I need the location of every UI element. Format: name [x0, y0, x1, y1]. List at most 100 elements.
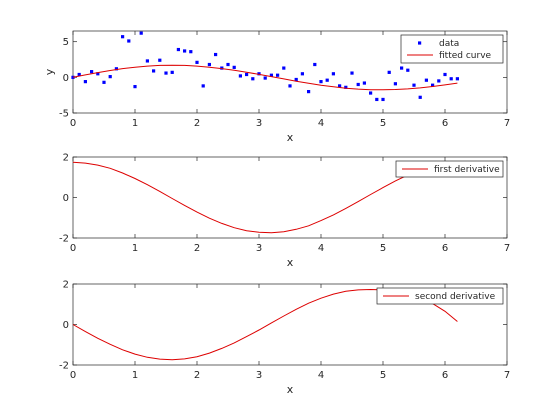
- chart1-series0-line: [72, 161, 458, 234]
- chart0-ytick-label-0: -5: [59, 109, 69, 120]
- chart0-series1-line: [72, 64, 458, 91]
- chart0-series0-point-16: [170, 70, 174, 74]
- chart0-xtick-label-2: 2: [194, 118, 200, 129]
- chart0-series0-point-9: [127, 39, 131, 43]
- chart0-legend-label-0: data: [439, 39, 459, 49]
- chart0-series0-point-37: [300, 72, 304, 76]
- chart0-series0-point-30: [257, 72, 261, 76]
- chart2-ytick-label-1: 0: [63, 320, 69, 331]
- chart0-series0-point-0: [71, 75, 75, 79]
- chart0-xtick-label-1: 1: [132, 118, 138, 129]
- chart2-legend-box: [376, 287, 504, 305]
- chart0-xtick-label-4: 4: [318, 118, 324, 129]
- chart0-legend-box: [400, 34, 504, 64]
- chart0-series0-point-49: [375, 97, 379, 102]
- chart0-series0-point-45: [350, 71, 354, 75]
- chart0-series0-point-11: [139, 31, 143, 35]
- chart0-series0-point-52: [393, 82, 397, 86]
- chart0-series0-point-40: [319, 80, 323, 84]
- chart1-ytick-label-1: 0: [63, 193, 69, 204]
- chart1-x-axis-label: x: [287, 256, 294, 269]
- chart0-series0-point-29: [251, 77, 255, 81]
- chart0-xtick-label-3: 3: [256, 118, 262, 129]
- chart1-legend-label-0: first derivative: [434, 165, 500, 175]
- chart0-series0-point-36: [294, 77, 298, 82]
- chart0-series0-point-38: [307, 90, 311, 94]
- chart0-legend-marker-0: [418, 41, 422, 45]
- chart0-series0-point-25: [226, 62, 230, 67]
- chart0-series0-point-7: [114, 67, 118, 71]
- chart1-ytick-label-2: 2: [63, 153, 69, 164]
- chart0-series0-point-22: [207, 62, 211, 67]
- chart0-series0-point-28: [245, 72, 249, 77]
- chart0-series0-point-15: [164, 71, 168, 75]
- chart0-xtick-label-6: 6: [442, 118, 448, 129]
- chart0-series0-point-58: [431, 83, 435, 87]
- chart1-xtick-label-6: 6: [442, 243, 448, 254]
- chart0-series0-point-14: [158, 58, 162, 62]
- chart0-series0-point-10: [133, 85, 137, 89]
- chart0-series0-point-2: [83, 80, 87, 84]
- chart0-series0-point-13: [152, 69, 156, 73]
- chart0-series0-point-19: [189, 50, 193, 54]
- chart0-series0-point-34: [282, 66, 286, 70]
- chart0-series0-point-54: [406, 68, 410, 72]
- chart1-xtick-label-7: 7: [504, 243, 510, 254]
- chart0-xtick-label-7: 7: [504, 118, 510, 129]
- chart1-xtick-label-3: 3: [256, 243, 262, 254]
- chart0-series0-point-5: [102, 80, 106, 84]
- chart2-xtick-label-2: 2: [194, 370, 200, 381]
- chart2-xtick-label-1: 1: [132, 370, 138, 381]
- chart0-series0-point-51: [387, 70, 391, 74]
- chart0-series0-point-56: [418, 95, 422, 99]
- chart0-series0-point-3: [90, 70, 94, 74]
- chart0-xtick-label-5: 5: [380, 118, 386, 129]
- chart0-series0-point-8: [121, 35, 125, 39]
- chart2-ytick-label-0: -2: [59, 361, 69, 372]
- chart0-series0-point-12: [145, 59, 149, 63]
- chart0-series0-point-59: [437, 79, 441, 83]
- chart1-xtick-label-0: 0: [70, 243, 76, 254]
- chart1-ytick-label-0: -2: [59, 234, 69, 245]
- chart0-series0-point-20: [195, 60, 199, 64]
- chart0-series0-point-46: [356, 82, 360, 87]
- chart0-series0-point-41: [325, 78, 329, 82]
- chart1-xtick-label-4: 4: [318, 243, 324, 254]
- chart0-series0-point-24: [220, 66, 224, 70]
- chart0-series0-point-39: [313, 62, 317, 67]
- chart0-series0-point-57: [424, 78, 428, 82]
- chart0-series0-point-6: [108, 75, 112, 79]
- chart0-xtick-label-0: 0: [70, 118, 76, 129]
- chart2-xtick-label-7: 7: [504, 370, 510, 381]
- chart0-series0-point-62: [455, 77, 459, 81]
- chart2-legend-label-0: second derivative: [415, 292, 496, 302]
- chart0-series0-point-21: [201, 84, 205, 88]
- chart2-ytick-label-2: 2: [63, 280, 69, 291]
- chart0-series0-point-17: [176, 47, 180, 52]
- chart2-xtick-label-5: 5: [380, 370, 386, 381]
- chart2-xtick-label-6: 6: [442, 370, 448, 381]
- chart0-series0-point-33: [276, 73, 280, 77]
- chart0-ytick-label-2: 5: [63, 37, 69, 48]
- chart0-series0-point-1: [77, 72, 81, 77]
- chart0-series0-point-35: [288, 84, 292, 88]
- chart0-series0-point-23: [214, 52, 218, 57]
- chart0-series0-point-18: [183, 49, 187, 53]
- chart0-series0-point-61: [449, 77, 453, 81]
- chart1-xtick-label-1: 1: [132, 243, 138, 254]
- chart0-ytick-label-1: 0: [63, 73, 69, 84]
- chart0-legend-label-1: fitted curve: [439, 51, 492, 61]
- chart0-series0-point-31: [263, 76, 267, 80]
- chart0-series0-point-50: [381, 97, 385, 102]
- chart2-xtick-label-4: 4: [318, 370, 324, 381]
- chart0-series0-point-32: [269, 73, 273, 77]
- chart1-xtick-label-5: 5: [380, 243, 386, 254]
- chart1-xtick-label-2: 2: [194, 243, 200, 254]
- chart0-series0-point-48: [369, 91, 373, 95]
- chart0-series0-point-53: [400, 66, 404, 70]
- chart0-series0-point-47: [362, 81, 366, 85]
- chart0-series0-point-27: [238, 74, 242, 78]
